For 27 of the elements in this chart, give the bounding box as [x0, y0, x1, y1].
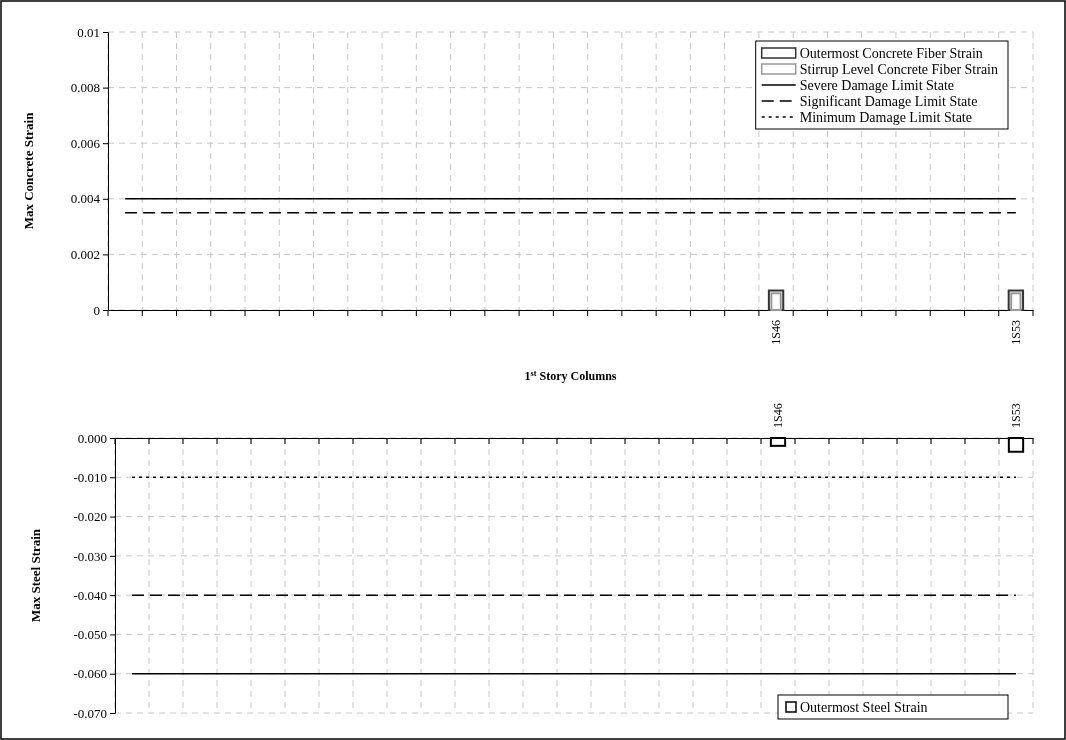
y-axis-title: Max Steel Strain [28, 528, 43, 623]
y-tick-label: 0.01 [77, 24, 100, 40]
y-tick-label: 0.000 [77, 430, 107, 446]
legend-label: Stirrup Level Concrete Fiber Strain [799, 61, 998, 77]
y-tick-label: 0.002 [70, 247, 100, 263]
legend-label: Minimum Damage Limit State [799, 109, 972, 125]
x-tick-label: 1S53 [1008, 403, 1023, 428]
y-tick-label: -0.020 [73, 509, 107, 525]
y-axis-title: Max Concrete Strain [21, 111, 36, 230]
y-tick-label: 0 [93, 302, 100, 318]
x-tick-label: 1S46 [768, 320, 783, 345]
x-axis-title: 1$^{st}$ Story Columns [524, 368, 617, 383]
x-tick-label: 1S53 [1008, 320, 1023, 345]
legend-label: Outermost Concrete Fiber Strain [799, 45, 983, 61]
y-tick-label: -0.030 [73, 548, 107, 564]
y-tick-label: -0.010 [73, 469, 107, 485]
y-tick-label: -0.040 [73, 587, 107, 603]
legend-label: Outermost Steel Strain [800, 699, 928, 715]
y-tick-label: 0.008 [70, 80, 100, 96]
y-tick-label: -0.050 [73, 627, 107, 643]
legend-label: Significant Damage Limit State [799, 93, 978, 109]
legend-label: Severe Damage Limit State [799, 77, 955, 93]
x-tick-label: 1S46 [770, 403, 785, 428]
y-tick-label: -0.070 [73, 705, 107, 721]
y-tick-label: -0.060 [73, 666, 107, 682]
y-tick-label: 0.006 [70, 135, 101, 151]
y-tick-label: 0.004 [70, 191, 101, 207]
